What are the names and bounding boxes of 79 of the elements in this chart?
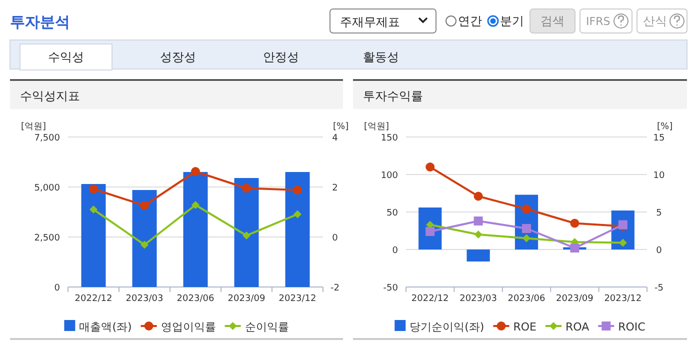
point	[426, 162, 435, 172]
y2-tick-label: 5	[656, 208, 662, 218]
y2-tick-label: 4	[332, 134, 338, 144]
y-tick-label: 5,000	[34, 184, 60, 194]
x-tick-label: 2023/12	[604, 294, 642, 304]
y2-tick-label: 0	[656, 246, 662, 256]
text: 성장성	[160, 50, 196, 64]
y-tick-label: 7,500	[34, 134, 60, 144]
point	[570, 218, 580, 228]
bar	[285, 172, 310, 287]
text: 수익성	[48, 50, 84, 64]
x-tick-label: 2023/06	[508, 294, 546, 304]
bar	[234, 178, 259, 287]
point	[140, 240, 148, 249]
text: 연간	[458, 14, 482, 28]
y-tick-label: 0	[392, 246, 398, 256]
point	[474, 230, 482, 238]
y2-tick-label: 2	[332, 184, 338, 194]
point	[89, 184, 98, 194]
legend-label: ROA	[565, 320, 590, 334]
x-tick-label: 2023/03	[126, 294, 164, 304]
point	[426, 227, 435, 236]
point	[293, 186, 302, 194]
point	[522, 224, 531, 233]
y-tick-label: 150	[380, 134, 398, 144]
y2-tick-label: -2	[330, 284, 340, 294]
y-tick-label: 0	[54, 284, 60, 294]
y2-tick-label: -5	[654, 284, 664, 294]
point	[192, 201, 200, 209]
legend-label: ROE	[513, 320, 537, 334]
text: 검색	[540, 14, 564, 28]
point	[191, 167, 200, 176]
select: 주재무제표	[330, 8, 436, 34]
y-tick-label: -50	[383, 284, 398, 294]
legend-label: ROIC	[618, 320, 646, 334]
y-axis-title: [억원]	[364, 122, 390, 132]
legend-label: 당기순이익(좌)	[410, 320, 484, 334]
text: 활동성	[363, 50, 399, 64]
x-tick-label: 2023/12	[278, 294, 316, 304]
point	[242, 232, 250, 240]
y2-axis-title: [%]	[657, 122, 673, 132]
x-tick-label: 2022/12	[411, 294, 449, 304]
point	[474, 216, 483, 226]
legend-label: 순이익률	[244, 320, 289, 334]
text: 분기	[500, 14, 524, 28]
y-axis-title: [억원]	[21, 122, 46, 132]
x-tick-label: 2023/06	[176, 294, 214, 304]
text: 투자분석	[10, 13, 70, 31]
y2-tick-label: 15	[653, 134, 665, 144]
y2-tick-label: 0	[332, 234, 338, 244]
y2-tick-label: 10	[653, 171, 665, 181]
chart-title: 투자수익률	[363, 89, 423, 103]
chart-title: 수익성지표	[20, 89, 80, 103]
point	[618, 238, 627, 247]
bar	[81, 184, 106, 287]
x-tick-label: 2022/12	[74, 294, 112, 304]
point	[242, 184, 251, 193]
text: 안정성	[263, 50, 299, 64]
x-tick-label: 2023/09	[556, 294, 594, 304]
bar	[183, 172, 208, 287]
x-tick-label: 2023/09	[228, 294, 266, 304]
point	[522, 204, 531, 214]
point	[294, 210, 302, 218]
point	[570, 244, 580, 252]
point	[474, 192, 483, 201]
y2-axis-title: [%]	[333, 122, 349, 132]
bar	[132, 190, 157, 287]
text: IFRS	[586, 15, 610, 28]
legend-label: 영업이익률	[160, 320, 216, 334]
x-tick-label: 2023/03	[460, 294, 497, 304]
y-tick-label: 100	[380, 171, 398, 181]
point	[522, 234, 530, 242]
text: 산식	[643, 14, 667, 28]
point	[90, 206, 98, 214]
legend-label: 매출액(좌)	[79, 320, 132, 334]
y-tick-label: 50	[386, 208, 398, 218]
bar	[466, 250, 490, 262]
y-tick-label: 2,500	[34, 234, 60, 244]
point	[140, 201, 149, 210]
